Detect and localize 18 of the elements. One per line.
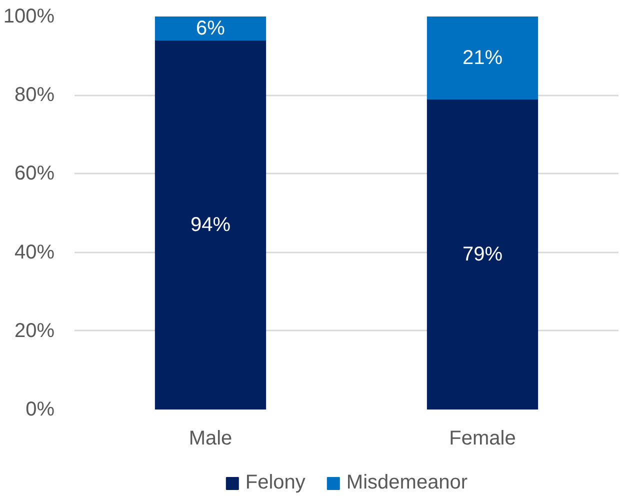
y-tick-label: 40% <box>14 241 55 264</box>
bar <box>154 16 266 41</box>
y-tick-label: 20% <box>14 320 55 342</box>
x-tick-label: Female <box>449 428 516 450</box>
y-tick-label: 0% <box>26 398 55 420</box>
bar <box>154 40 266 410</box>
y-tick-label: 80% <box>14 84 55 106</box>
x-tick-label: Male <box>188 428 232 450</box>
y-tick-label: 60% <box>14 162 55 185</box>
data-label: 79% <box>462 243 503 266</box>
bar <box>426 16 538 100</box>
data-label: 21% <box>462 46 503 69</box>
legend-label: Felony <box>245 472 306 494</box>
y-tick-label: 100% <box>3 6 55 28</box>
data-label: 94% <box>190 214 231 236</box>
legend-label: Misdemeanor <box>346 472 468 494</box>
data-label: 6% <box>196 17 226 40</box>
bar <box>426 98 538 410</box>
